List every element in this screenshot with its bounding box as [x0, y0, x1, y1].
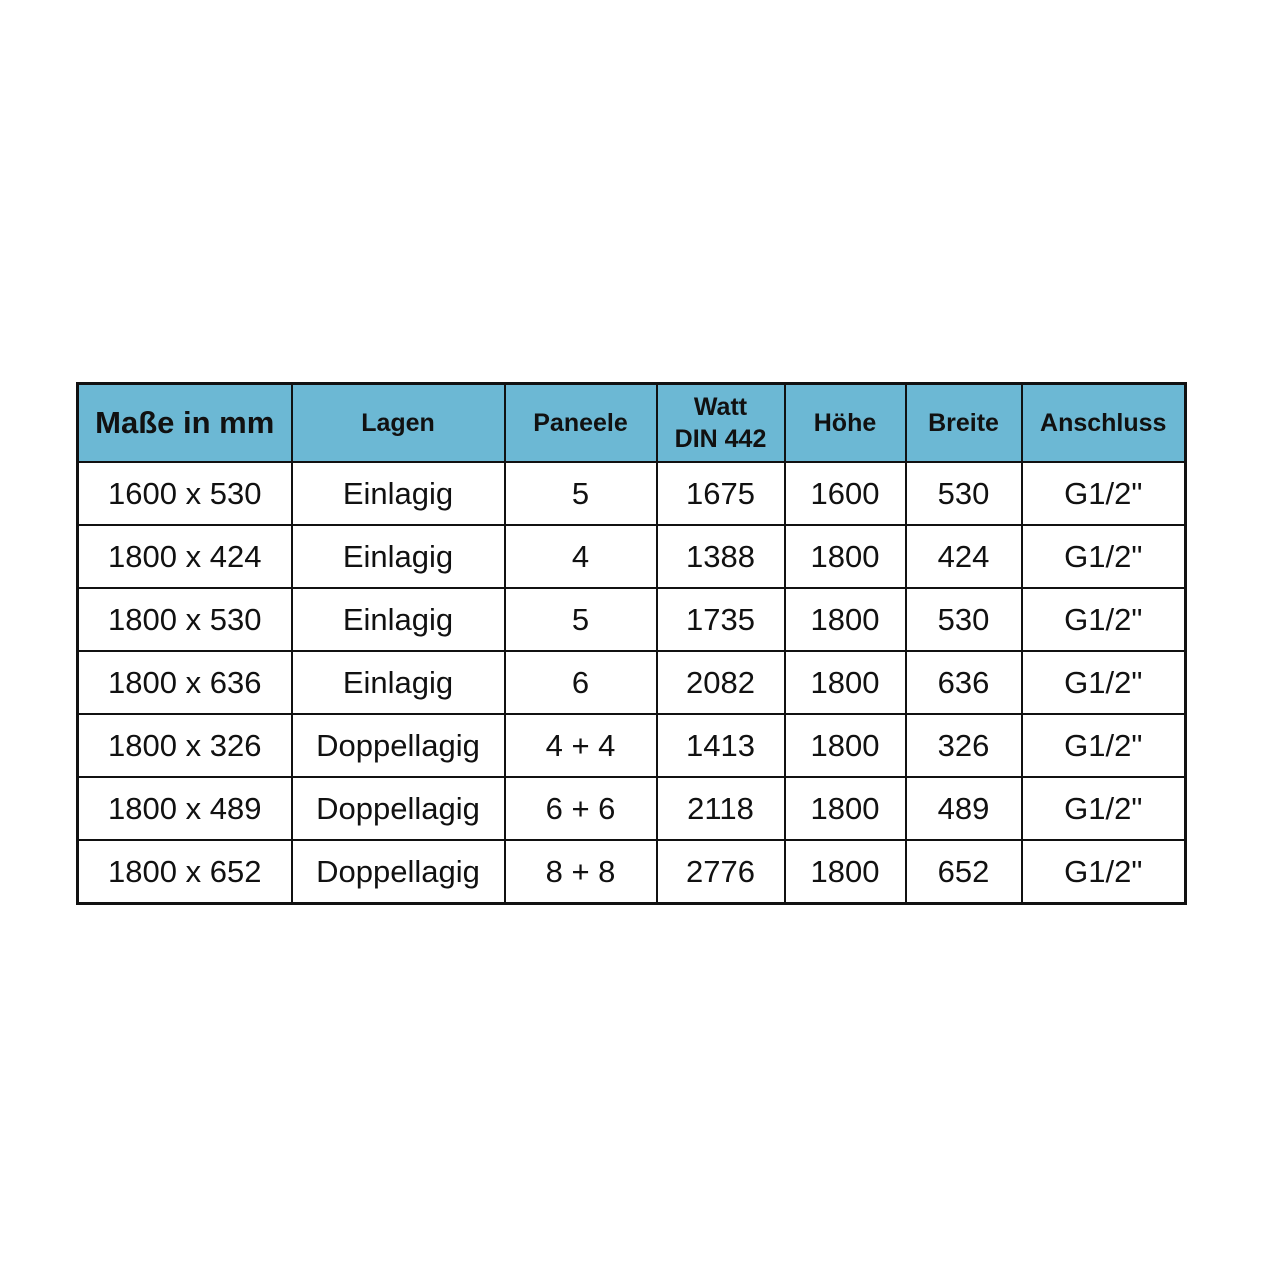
table-row: 1800 x 652 Doppellagig 8 + 8 2776 1800 652 G1/… — [76, 839, 1187, 905]
table-row: 1800 x 530 Einlagig 5 1735 1800 530 G1/2" — [76, 587, 1187, 652]
header-row: Maße in mm Lagen Paneele Watt DIN 442 Höh… — [76, 382, 1187, 463]
table-row: 1800 x 326 Doppellagig 4 + 4 1413 1800 326 G1/… — [76, 713, 1187, 778]
cell-layers: Einlagig — [290, 587, 506, 652]
cell-dimensions: 1800 x 424 — [76, 524, 293, 589]
cell-connection: G1/2" — [1020, 713, 1187, 778]
cell-layers: Doppellagig — [290, 839, 506, 905]
cell-watt: 1735 — [655, 587, 786, 652]
header-dimensions: Maße in mm — [76, 382, 293, 463]
cell-height: 1800 — [783, 650, 907, 715]
cell-watt: 2776 — [655, 839, 786, 905]
cell-panels: 8 + 8 — [503, 839, 658, 905]
cell-watt: 1413 — [655, 713, 786, 778]
cell-panels: 6 + 6 — [503, 776, 658, 841]
cell-connection: G1/2" — [1020, 776, 1187, 841]
table-row: 1800 x 424 Einlagig 4 1388 1800 424 G1/2" — [76, 524, 1187, 589]
table-row: 1600 x 530 Einlagig 5 1675 1600 530 G1/2" — [76, 461, 1187, 526]
cell-panels: 4 — [503, 524, 658, 589]
cell-dimensions: 1800 x 489 — [76, 776, 293, 841]
cell-layers: Einlagig — [290, 650, 506, 715]
cell-width: 652 — [904, 839, 1023, 905]
cell-dimensions: 1800 x 530 — [76, 587, 293, 652]
cell-height: 1800 — [783, 713, 907, 778]
cell-dimensions: 1800 x 636 — [76, 650, 293, 715]
cell-panels: 5 — [503, 461, 658, 526]
table-row: 1800 x 489 Doppellagig 6 + 6 2118 1800 489 G1/… — [76, 776, 1187, 841]
cell-watt: 1388 — [655, 524, 786, 589]
cell-dimensions: 1800 x 652 — [76, 839, 293, 905]
cell-height: 1800 — [783, 587, 907, 652]
cell-width: 636 — [904, 650, 1023, 715]
cell-layers: Doppellagig — [290, 713, 506, 778]
header-panels: Paneele — [503, 382, 658, 463]
cell-width: 424 — [904, 524, 1023, 589]
cell-connection: G1/2" — [1020, 587, 1187, 652]
cell-height: 1800 — [783, 776, 907, 841]
cell-watt: 2082 — [655, 650, 786, 715]
header-layers: Lagen — [290, 382, 506, 463]
cell-height: 1800 — [783, 524, 907, 589]
cell-watt: 2118 — [655, 776, 786, 841]
cell-watt: 1675 — [655, 461, 786, 526]
cell-connection: G1/2" — [1020, 839, 1187, 905]
cell-width: 530 — [904, 587, 1023, 652]
cell-panels: 5 — [503, 587, 658, 652]
cell-height: 1800 — [783, 839, 907, 905]
header-watt: Watt DIN 442 — [655, 382, 786, 463]
header-width: Breite — [904, 382, 1023, 463]
cell-panels: 6 — [503, 650, 658, 715]
cell-width: 326 — [904, 713, 1023, 778]
cell-layers: Doppellagig — [290, 776, 506, 841]
cell-layers: Einlagig — [290, 524, 506, 589]
header-height: Höhe — [783, 382, 907, 463]
header-watt-standard: DIN 442 — [674, 425, 767, 453]
header-connection: Anschluss — [1020, 382, 1187, 463]
header-watt-label: Watt — [693, 393, 748, 421]
cell-width: 489 — [904, 776, 1023, 841]
cell-connection: G1/2" — [1020, 650, 1187, 715]
cell-dimensions: 1600 x 530 — [76, 461, 293, 526]
cell-height: 1600 — [783, 461, 907, 526]
cell-dimensions: 1800 x 326 — [76, 713, 293, 778]
table-row: 1800 x 636 Einlagig 6 2082 1800 636 G1/2" — [76, 650, 1187, 715]
spec-table: Maße in mm Lagen Paneele Watt DIN 442 Höh… — [76, 382, 1187, 905]
cell-connection: G1/2" — [1020, 461, 1187, 526]
cell-connection: G1/2" — [1020, 524, 1187, 589]
cell-layers: Einlagig — [290, 461, 506, 526]
cell-panels: 4 + 4 — [503, 713, 658, 778]
cell-width: 530 — [904, 461, 1023, 526]
